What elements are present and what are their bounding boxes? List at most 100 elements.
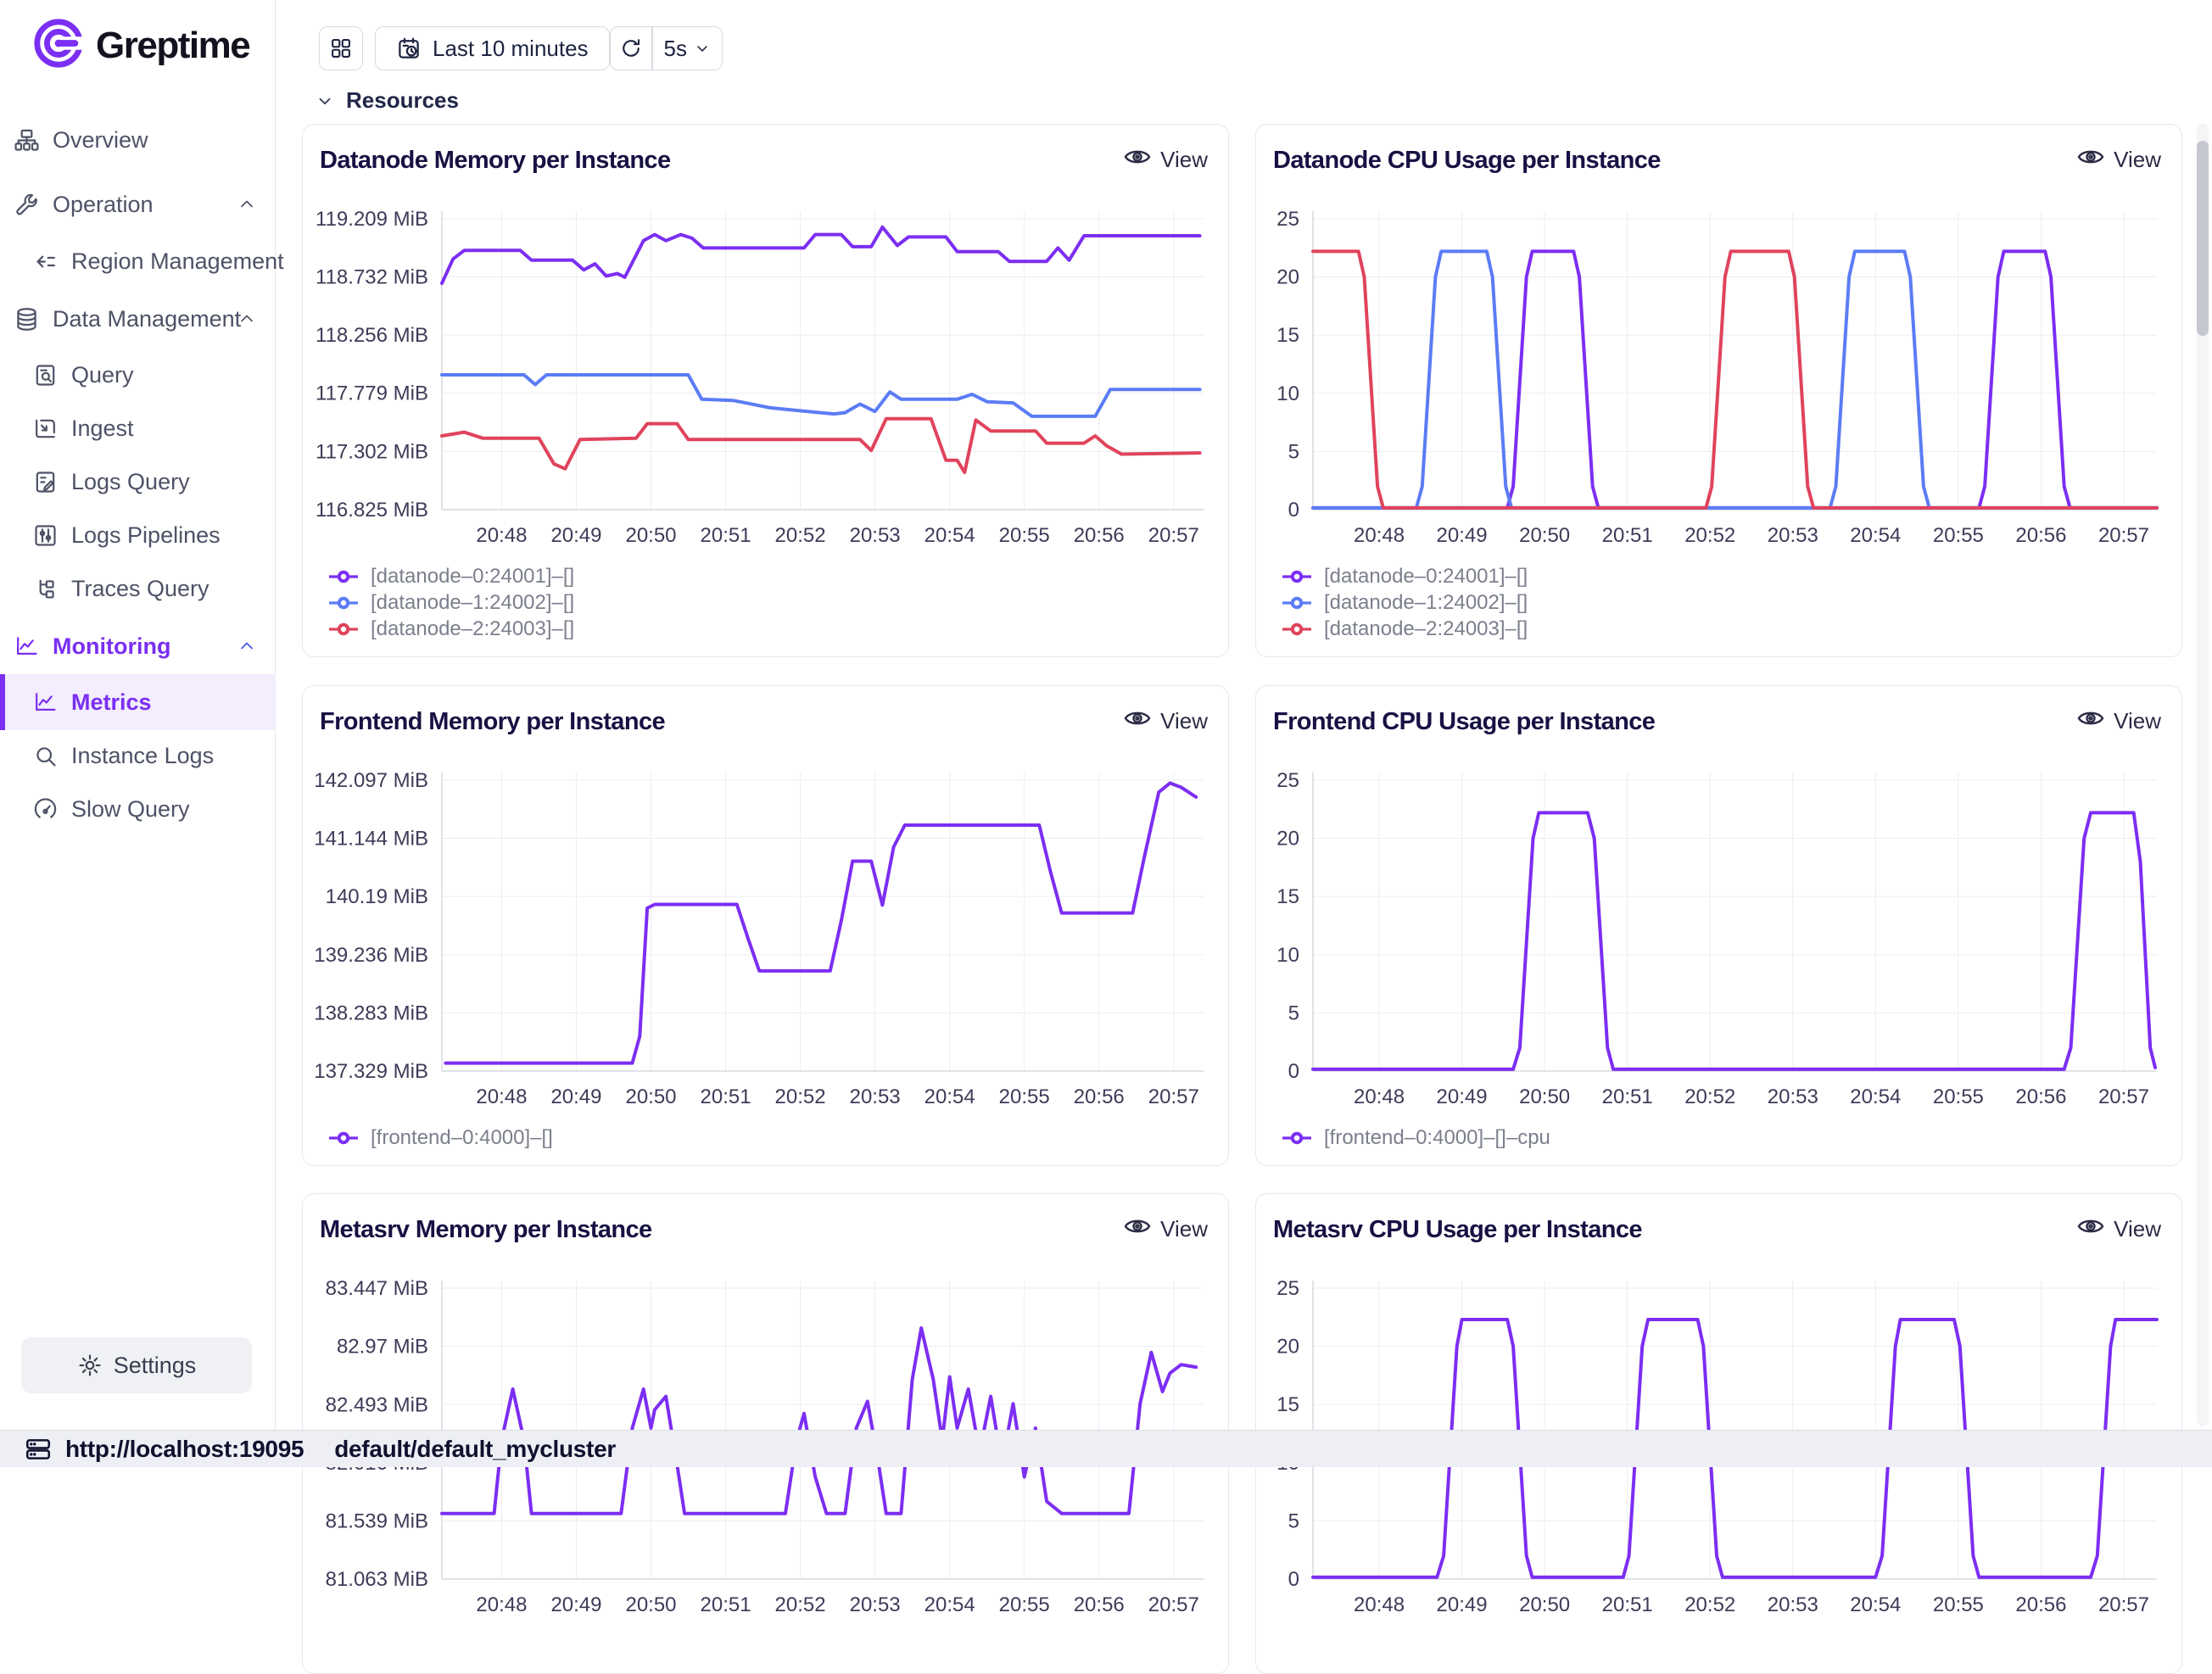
- refresh-button[interactable]: [611, 36, 651, 60]
- svg-text:20:53: 20:53: [850, 1085, 901, 1108]
- refresh-control: 5s: [610, 26, 723, 70]
- chart-legend: [frontend–0:4000]–[]: [328, 1124, 553, 1151]
- legend-marker-icon: [329, 570, 358, 583]
- svg-text:10: 10: [1276, 382, 1299, 405]
- svg-text:20:49: 20:49: [550, 524, 601, 547]
- scrollbar-thumb[interactable]: [2197, 141, 2209, 336]
- svg-text:118.256 MiB: 118.256 MiB: [316, 324, 428, 347]
- sidebar-item-logs-pipelines[interactable]: Logs Pipelines: [0, 508, 276, 562]
- greptime-logo: Greptime: [32, 17, 251, 74]
- sidebar-item-label: Ingest: [71, 415, 134, 441]
- sidebar-item-overview[interactable]: Overview: [0, 113, 276, 167]
- svg-text:20:48: 20:48: [476, 1085, 527, 1108]
- pipelines-icon: [32, 522, 59, 549]
- legend-label: [datanode–2:24003]–[]: [371, 617, 575, 640]
- svg-text:25: 25: [1276, 208, 1299, 231]
- logo-text: Greptime: [96, 24, 251, 66]
- svg-text:20:48: 20:48: [1354, 1085, 1405, 1108]
- resources-section-toggle[interactable]: Resources: [316, 87, 459, 114]
- svg-text:20:52: 20:52: [1684, 1593, 1735, 1616]
- legend-item[interactable]: [frontend–0:4000]–[]–cpu: [1282, 1124, 1550, 1151]
- greptime-logo-icon: [32, 17, 85, 74]
- view-button[interactable]: View: [1124, 708, 1208, 734]
- time-range-button[interactable]: Last 10 minutes: [375, 26, 610, 70]
- svg-text:20:48: 20:48: [476, 1593, 527, 1616]
- svg-text:20:49: 20:49: [550, 1085, 601, 1108]
- view-button[interactable]: View: [2077, 708, 2161, 734]
- svg-text:0: 0: [1288, 1060, 1299, 1083]
- sidebar-item-operation[interactable]: Operation: [0, 177, 276, 232]
- chart-plot[interactable]: 0 5 10 15 20 25 20:48 20:49 20:50 20:51 20:52 20:53…: [1256, 125, 2182, 657]
- legend-item[interactable]: [datanode–1:24002]–[]: [328, 589, 574, 616]
- svg-text:20:51: 20:51: [1602, 1593, 1653, 1616]
- svg-text:20:51: 20:51: [1602, 1085, 1653, 1108]
- legend-item[interactable]: [frontend–0:4000]–[]: [328, 1124, 553, 1151]
- sidebar-item-slow-query[interactable]: Slow Query: [0, 782, 276, 836]
- chart-plot[interactable]: 137.329 MiB 138.283 MiB 139.236 MiB 140.19 …: [303, 686, 1229, 1166]
- scrollbar-track[interactable]: [2197, 124, 2209, 1426]
- sidebar-item-label: Data Management: [53, 305, 242, 332]
- svg-text:20:54: 20:54: [924, 1593, 975, 1616]
- legend-item[interactable]: [datanode–0:24001]–[]: [1282, 563, 1528, 589]
- legend-item[interactable]: [datanode–0:24001]–[]: [328, 563, 574, 589]
- chart-legend: [frontend–0:4000]–[]–cpu: [1282, 1124, 1550, 1151]
- cluster-name: default/default_mycluster: [334, 1435, 616, 1462]
- svg-text:25: 25: [1276, 769, 1299, 792]
- sidebar-item-ingest[interactable]: Ingest: [0, 401, 276, 455]
- svg-text:141.144 MiB: 141.144 MiB: [314, 828, 428, 851]
- svg-text:20:52: 20:52: [1684, 524, 1735, 547]
- view-button[interactable]: View: [1124, 1216, 1208, 1242]
- view-button[interactable]: View: [1124, 147, 1208, 173]
- dashboard-grid-button[interactable]: [319, 26, 363, 70]
- sidebar-item-traces-query[interactable]: Traces Query: [0, 561, 276, 616]
- sidebar-item-instance-logs[interactable]: Instance Logs: [0, 728, 276, 783]
- svg-text:82.97 MiB: 82.97 MiB: [337, 1336, 428, 1359]
- sidebar-item-label: Overview: [53, 126, 148, 153]
- legend-item[interactable]: [datanode–2:24003]–[]: [328, 616, 574, 642]
- chart-card-datanode-memory-per-instance: Datanode Memory per Instance View 116.825 …: [302, 124, 1229, 657]
- sidebar-item-query[interactable]: Query: [0, 348, 276, 402]
- svg-text:20:48: 20:48: [1354, 1593, 1405, 1616]
- legend-label: [datanode–1:24002]–[]: [1324, 590, 1528, 614]
- settings-button[interactable]: Settings: [21, 1337, 252, 1393]
- view-label: View: [2114, 147, 2161, 172]
- sidebar-item-data-management[interactable]: Data Management: [0, 292, 276, 346]
- sidebar-item-metrics[interactable]: Metrics: [0, 674, 276, 730]
- eye-icon: [2077, 147, 2104, 173]
- svg-text:139.236 MiB: 139.236 MiB: [314, 944, 428, 967]
- svg-text:20:54: 20:54: [924, 524, 975, 547]
- svg-text:20:50: 20:50: [1519, 1593, 1570, 1616]
- svg-text:25: 25: [1276, 1277, 1299, 1300]
- svg-text:20:57: 20:57: [1148, 524, 1199, 547]
- legend-item[interactable]: [datanode–1:24002]–[]: [1282, 589, 1528, 616]
- region-icon: [32, 248, 59, 275]
- eye-icon: [1124, 147, 1151, 173]
- svg-text:15: 15: [1276, 885, 1299, 908]
- sidebar-item-logs-query[interactable]: Logs Query: [0, 455, 276, 509]
- resources-section-title: Resources: [346, 87, 459, 113]
- sidebar-item-region-management[interactable]: Region Management: [0, 234, 284, 288]
- chart-title: Datanode Memory per Instance: [320, 147, 671, 174]
- svg-text:20:57: 20:57: [1148, 1593, 1199, 1616]
- refresh-interval-select[interactable]: 5s: [653, 36, 723, 62]
- svg-text:137.329 MiB: 137.329 MiB: [314, 1060, 428, 1083]
- svg-text:20:50: 20:50: [1519, 1085, 1570, 1108]
- chart-title: Frontend CPU Usage per Instance: [1273, 708, 1656, 735]
- chart-title: Metasrv CPU Usage per Instance: [1273, 1216, 1643, 1243]
- logs-query-icon: [32, 469, 59, 495]
- legend-item[interactable]: [datanode–2:24003]–[]: [1282, 616, 1528, 642]
- svg-text:20:52: 20:52: [775, 1085, 826, 1108]
- svg-text:20:54: 20:54: [1850, 524, 1901, 547]
- sidebar-item-label: Region Management: [71, 248, 284, 274]
- view-button[interactable]: View: [2077, 147, 2161, 173]
- legend-marker-icon: [329, 622, 358, 635]
- chart-plot[interactable]: 0 5 10 15 20 25 20:48 20:49 20:50 20:51 20:52 20:53…: [1256, 686, 2182, 1166]
- monitoring-icon: [14, 633, 40, 660]
- sidebar-item-label: Operation: [53, 191, 154, 217]
- svg-text:140.19 MiB: 140.19 MiB: [326, 885, 428, 908]
- sidebar-item-monitoring[interactable]: Monitoring: [0, 619, 276, 673]
- svg-text:20:56: 20:56: [2015, 1085, 2066, 1108]
- svg-text:20:56: 20:56: [2015, 1593, 2066, 1616]
- chart-plot[interactable]: 116.825 MiB 117.302 MiB 117.779 MiB 118.256…: [303, 125, 1229, 657]
- view-button[interactable]: View: [2077, 1216, 2161, 1242]
